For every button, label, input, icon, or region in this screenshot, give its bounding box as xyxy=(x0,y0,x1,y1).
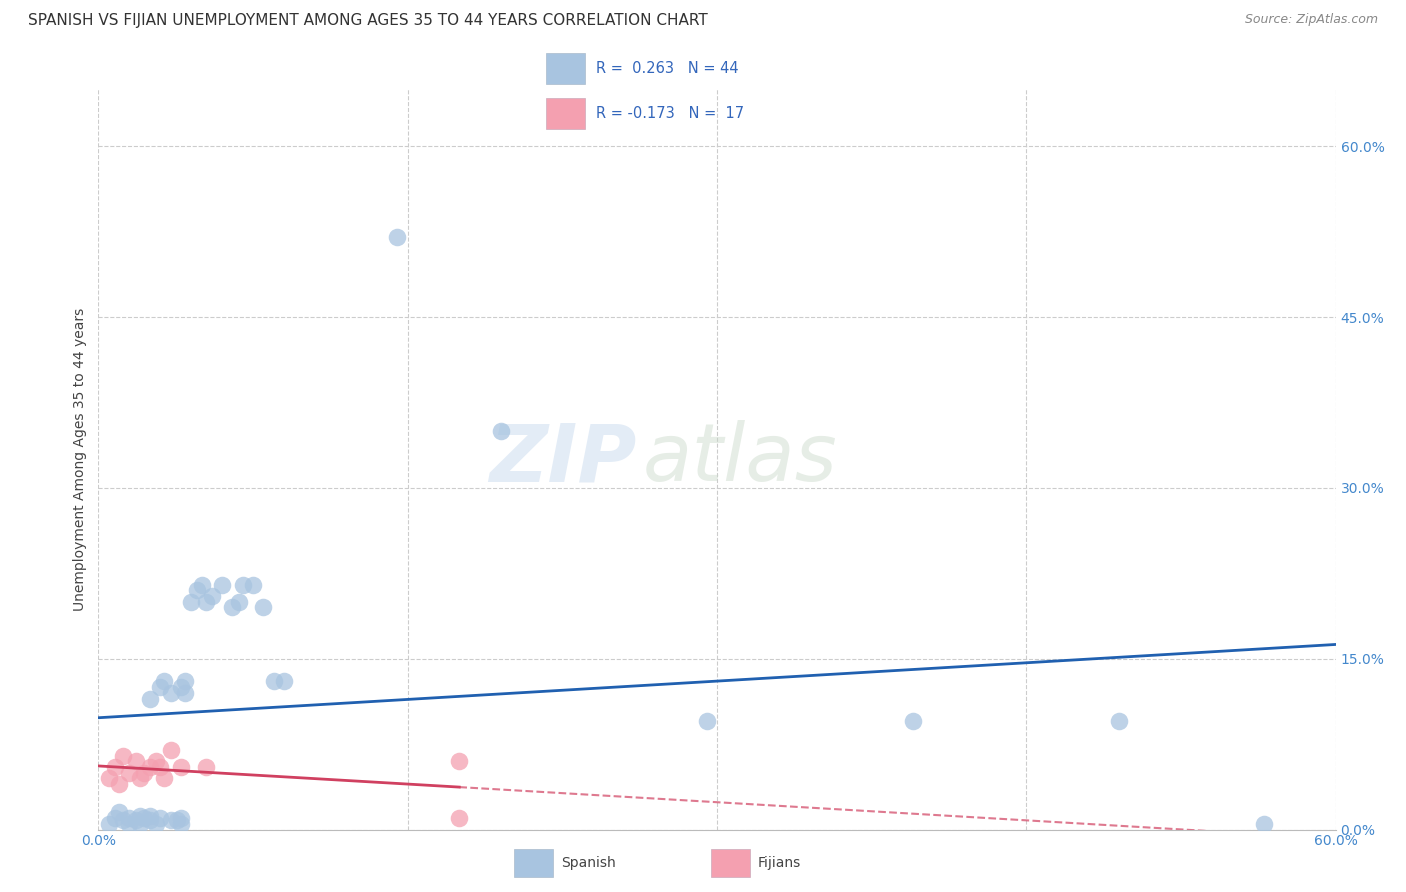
Point xyxy=(159,686,181,700)
Point xyxy=(232,577,254,591)
Point xyxy=(104,760,127,774)
Text: R =  0.263   N = 44: R = 0.263 N = 44 xyxy=(596,61,738,76)
Point xyxy=(449,754,471,768)
Point xyxy=(128,772,150,786)
Point xyxy=(97,817,120,831)
Point xyxy=(194,760,217,774)
Point xyxy=(387,230,409,244)
Point xyxy=(273,674,295,689)
Point xyxy=(489,424,512,438)
Point xyxy=(901,714,924,729)
Point xyxy=(180,595,202,609)
Point xyxy=(170,811,193,825)
Point xyxy=(252,600,274,615)
Point xyxy=(139,814,162,828)
Bar xyxy=(546,53,585,84)
Point xyxy=(170,760,193,774)
Point xyxy=(449,811,471,825)
Point xyxy=(112,748,135,763)
Point xyxy=(166,814,188,828)
Point xyxy=(190,577,212,591)
Point xyxy=(118,765,141,780)
Text: SPANISH VS FIJIAN UNEMPLOYMENT AMONG AGES 35 TO 44 YEARS CORRELATION CHART: SPANISH VS FIJIAN UNEMPLOYMENT AMONG AGE… xyxy=(28,13,707,29)
Point xyxy=(1108,714,1130,729)
Text: Fijians: Fijians xyxy=(758,856,801,870)
Point xyxy=(170,680,193,694)
Y-axis label: Unemployment Among Ages 35 to 44 years: Unemployment Among Ages 35 to 44 years xyxy=(73,308,87,611)
Point xyxy=(201,589,224,603)
Point xyxy=(108,805,131,820)
Point xyxy=(194,595,217,609)
Point xyxy=(97,772,120,786)
Point xyxy=(186,583,208,598)
Point xyxy=(221,600,243,615)
Text: atlas: atlas xyxy=(643,420,838,499)
Bar xyxy=(711,849,751,877)
Point xyxy=(132,811,155,825)
Point xyxy=(159,814,181,828)
Bar xyxy=(546,98,585,129)
Point xyxy=(108,777,131,791)
Point xyxy=(228,595,250,609)
Text: R = -0.173   N =  17: R = -0.173 N = 17 xyxy=(596,106,744,121)
Point xyxy=(112,814,135,828)
Point xyxy=(153,674,176,689)
Point xyxy=(132,765,155,780)
Text: Source: ZipAtlas.com: Source: ZipAtlas.com xyxy=(1244,13,1378,27)
Point xyxy=(263,674,285,689)
Point xyxy=(149,811,172,825)
Point xyxy=(128,809,150,823)
Point xyxy=(145,754,167,768)
Point xyxy=(118,817,141,831)
Point xyxy=(149,760,172,774)
Point xyxy=(118,811,141,825)
Point xyxy=(124,814,146,828)
Point xyxy=(139,809,162,823)
Point xyxy=(104,811,127,825)
Point xyxy=(696,714,718,729)
Point xyxy=(139,691,162,706)
Point xyxy=(170,817,193,831)
Point xyxy=(153,772,176,786)
Point xyxy=(145,817,167,831)
Point xyxy=(124,754,146,768)
Point xyxy=(149,680,172,694)
Point xyxy=(174,674,197,689)
Point xyxy=(139,760,162,774)
Point xyxy=(211,577,233,591)
Text: ZIP: ZIP xyxy=(489,420,637,499)
Point xyxy=(1253,817,1275,831)
Bar xyxy=(515,849,554,877)
Point xyxy=(174,686,197,700)
Point xyxy=(128,817,150,831)
Point xyxy=(159,743,181,757)
Text: Spanish: Spanish xyxy=(561,856,616,870)
Point xyxy=(242,577,264,591)
